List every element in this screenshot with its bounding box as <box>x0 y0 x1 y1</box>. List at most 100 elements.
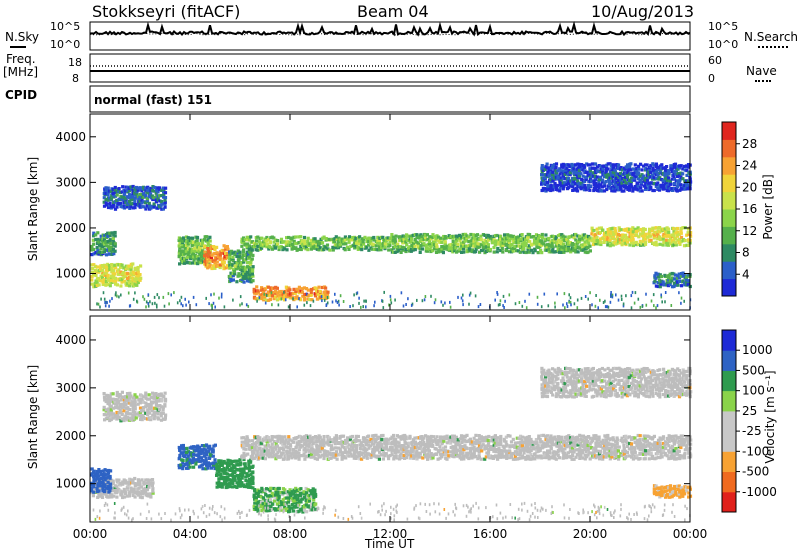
power-cell <box>297 235 301 239</box>
velocity-cell <box>140 408 144 413</box>
power-cell <box>108 231 112 235</box>
velocity-cell <box>240 436 244 440</box>
velocity-cell <box>246 452 250 456</box>
velocity-cell <box>107 411 111 415</box>
power-cell <box>222 248 226 253</box>
power-cell <box>644 232 648 236</box>
velocity-cell <box>310 444 314 448</box>
power-cell <box>103 244 107 248</box>
power-cell <box>472 233 476 237</box>
velocity-cell <box>125 485 129 490</box>
velocity-cell <box>309 490 314 494</box>
power-cell <box>99 253 103 257</box>
velocity-cell <box>142 395 146 399</box>
power-cell <box>533 247 537 251</box>
power-cell <box>558 247 562 251</box>
velocity-cell <box>262 453 266 457</box>
power-cell <box>554 162 559 166</box>
velocity-cell <box>338 447 342 451</box>
power-cell <box>608 173 612 177</box>
velocity-cell <box>343 448 347 452</box>
power-cell <box>534 233 539 237</box>
power-cell <box>249 267 253 271</box>
velocity-cell <box>365 441 369 445</box>
power-cell <box>663 176 667 181</box>
power-cell <box>511 239 515 243</box>
power-cell <box>429 245 433 249</box>
velocity-cell <box>410 449 414 453</box>
power-cell <box>633 163 637 167</box>
power-cell <box>249 274 253 279</box>
power-cell <box>670 186 674 191</box>
velocity-cell <box>331 454 335 458</box>
power-cell <box>642 179 646 183</box>
power-cell <box>120 204 125 208</box>
power-speckle <box>595 294 597 297</box>
velocity-cell <box>192 445 196 449</box>
velocity-cell <box>204 467 208 471</box>
power-cell <box>106 239 110 244</box>
velocity-cell <box>138 400 142 404</box>
power-cell <box>325 243 330 247</box>
power-cell <box>106 267 110 271</box>
velocity-cell <box>161 406 165 410</box>
velocity-cell <box>108 398 112 402</box>
power-cell <box>581 243 585 247</box>
power-cell <box>235 254 239 258</box>
power-cell <box>331 245 335 249</box>
power-cell <box>682 244 687 248</box>
power-cell <box>563 168 567 172</box>
power-cell <box>318 246 322 250</box>
power-cell <box>563 235 567 239</box>
velocity-cell <box>401 449 405 453</box>
power-cell <box>559 178 563 182</box>
power-cell <box>685 169 689 173</box>
power-cell <box>595 235 599 240</box>
velocity-cell <box>186 456 190 460</box>
power-cell <box>662 183 666 187</box>
velocity-cell <box>181 460 185 464</box>
power-cell <box>177 251 181 255</box>
power-cell <box>144 186 148 190</box>
power-speckle <box>358 301 360 305</box>
velocity-cell <box>154 406 158 410</box>
power-cell <box>657 188 662 192</box>
power-cell <box>583 179 587 184</box>
velocity-cell <box>249 458 253 462</box>
power-cell <box>92 285 96 289</box>
power-cell <box>240 279 244 283</box>
velocity-cell <box>408 456 412 460</box>
velocity-cell <box>272 450 276 454</box>
velocity-cell <box>158 398 162 402</box>
power-cell <box>572 169 577 173</box>
power-cell <box>424 235 428 240</box>
velocity-cell <box>242 483 246 487</box>
power-cell <box>483 242 487 246</box>
velocity-cell <box>249 485 253 489</box>
velocity-cell <box>95 476 99 480</box>
power-cell <box>515 236 519 240</box>
velocity-cell <box>149 492 153 496</box>
velocity-cell <box>320 446 324 450</box>
power-speckle <box>678 291 680 295</box>
power-cell <box>613 189 617 193</box>
power-cell <box>112 252 116 256</box>
power-cell <box>681 238 686 242</box>
power-cell <box>676 274 680 278</box>
velocity-cell <box>146 492 150 496</box>
power-speckle <box>303 303 306 307</box>
power-cell <box>647 231 651 235</box>
power-cell <box>231 251 235 255</box>
power-cell <box>235 280 239 284</box>
power-cell <box>644 237 648 241</box>
power-cell <box>628 234 632 238</box>
velocity-cell <box>395 448 399 452</box>
power-cell <box>603 164 607 168</box>
power-cell <box>577 165 582 169</box>
velocity-cell <box>181 458 185 462</box>
velocity-cell <box>287 504 291 508</box>
power-speckle <box>630 306 633 310</box>
velocity-cell <box>104 397 108 401</box>
power-speckle <box>104 301 106 304</box>
power-cell <box>485 235 489 239</box>
